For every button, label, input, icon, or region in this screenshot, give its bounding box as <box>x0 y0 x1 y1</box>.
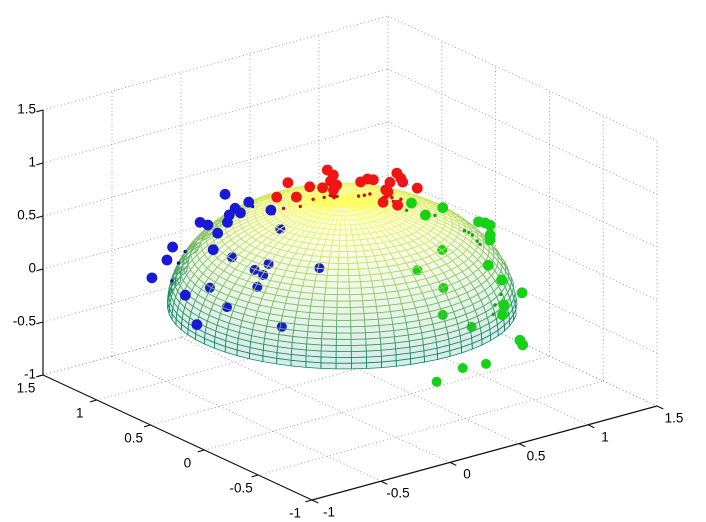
z-tick-label: 1 <box>28 154 36 170</box>
x-tick-label: 0 <box>183 455 192 471</box>
x-tick-label: -0.5 <box>229 480 253 496</box>
y-tick-label: 1 <box>601 429 609 445</box>
z-tick-label: -0.5 <box>12 313 36 329</box>
y-tick-label: 0.5 <box>526 448 546 464</box>
y-tick-label: 0 <box>463 466 471 482</box>
x-tick-label: -1 <box>288 505 302 521</box>
z-tick-label: 1.5 <box>17 101 36 117</box>
x-tick-label: 0.5 <box>124 430 143 446</box>
z-tick-label: -1 <box>23 366 36 382</box>
x-tick-label: 1.5 <box>16 380 36 396</box>
y-tick-label: 1.5 <box>664 410 684 426</box>
y-tick-label: -0.5 <box>386 485 410 501</box>
x-tick-label: 1 <box>76 405 84 421</box>
z-tick-label: 0 <box>28 260 36 276</box>
z-tick-label: 0.5 <box>17 207 36 223</box>
y-tick-label: -1 <box>322 504 336 520</box>
